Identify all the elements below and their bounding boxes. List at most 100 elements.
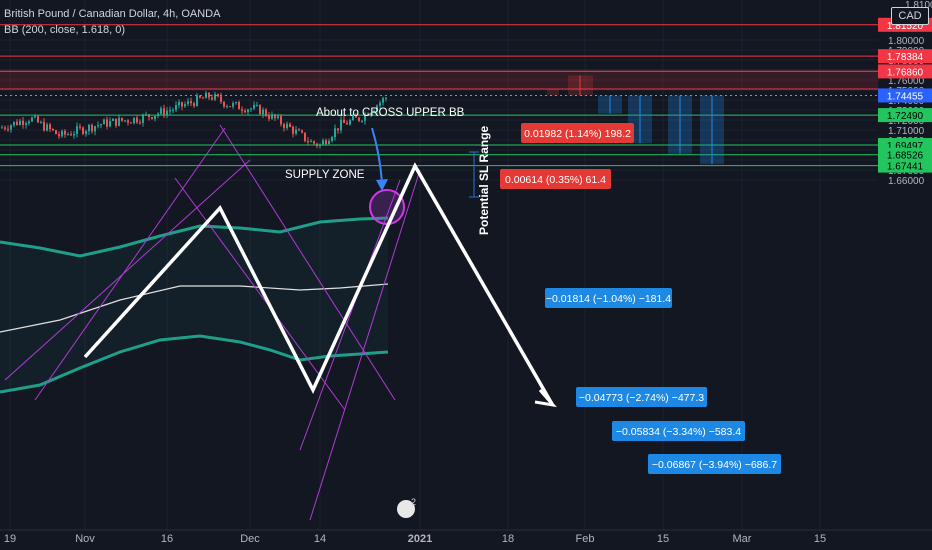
candle-body xyxy=(364,113,366,121)
y-tick-label: 1.76000 xyxy=(888,76,925,87)
candle-body xyxy=(166,110,168,116)
candle-body xyxy=(271,114,273,119)
candle-body xyxy=(304,132,306,142)
candle-body xyxy=(265,109,267,116)
cross-highlight-circle xyxy=(369,189,405,225)
level-price-tag[interactable] xyxy=(878,108,932,123)
level-price-text: 1.76860 xyxy=(887,67,924,78)
candle-body xyxy=(181,101,183,107)
measurement-boxes[interactable]: 0.01982 (1.14%) 198.2 0.00614 (0.35%) 61.… xyxy=(500,75,781,475)
candle-body xyxy=(343,119,345,123)
candle-body xyxy=(214,94,216,100)
candle-body xyxy=(262,109,264,115)
candle-body xyxy=(70,134,72,136)
measure-label-text: 0.00614 (0.35%) 61.4 xyxy=(505,174,606,186)
candle-body xyxy=(268,115,270,119)
indicator-legend[interactable]: BB (200, close, 1.618, 0) xyxy=(4,24,126,36)
x-tick-label: 15 xyxy=(657,533,669,545)
measure-label-box[interactable] xyxy=(545,288,672,308)
y-tick-label: 1.81000 xyxy=(905,0,932,11)
candle-body xyxy=(244,110,246,113)
candle-body xyxy=(133,117,135,123)
candle-body xyxy=(334,128,336,138)
candle-body xyxy=(178,101,180,106)
candle-body xyxy=(259,105,261,115)
candle-body xyxy=(352,115,354,121)
candle-body xyxy=(16,121,18,125)
candle-body xyxy=(25,123,27,125)
measure-label-text: −0.05834 (−3.34%) −583.4 xyxy=(616,426,741,438)
bb-upper xyxy=(0,216,389,258)
measure-label-box[interactable] xyxy=(648,454,781,474)
candle-body xyxy=(142,114,144,123)
candle-body xyxy=(169,110,171,112)
candle-body xyxy=(295,129,297,134)
x-tick-label: Feb xyxy=(576,533,595,545)
candle-body xyxy=(385,97,387,99)
candle-body xyxy=(31,117,33,122)
candle-body xyxy=(61,130,63,137)
candle-body xyxy=(223,101,225,107)
candle-body xyxy=(73,134,75,136)
level-price-text: 1.69497 xyxy=(887,141,924,152)
candle-body xyxy=(310,141,312,143)
candle-body xyxy=(136,117,138,123)
channel-lines xyxy=(4,124,421,521)
measure-label-box[interactable] xyxy=(612,421,745,441)
y-tick-label: 1.80000 xyxy=(888,36,925,47)
x-tick-label: Dec xyxy=(240,533,260,545)
candle-body xyxy=(127,120,129,123)
candle-body xyxy=(22,120,24,125)
candle-body xyxy=(148,114,150,118)
candle-body xyxy=(118,117,120,126)
candle-body xyxy=(247,109,249,113)
measure-label-text: −0.04773 (−2.74%) −477.3 xyxy=(579,392,704,404)
candle-body xyxy=(154,115,156,119)
level-price-tag[interactable] xyxy=(878,147,932,162)
price-axis[interactable]: 1.660001.670001.680001.690001.700001.710… xyxy=(878,0,932,187)
level-price-tag[interactable] xyxy=(878,64,932,79)
candle-body xyxy=(34,116,36,118)
candle-body xyxy=(283,124,285,129)
level-price-tag[interactable] xyxy=(878,158,932,173)
time-axis[interactable]: 19 Nov 16 Dec 14 2021 18 Feb 15 Mar 15 xyxy=(0,529,932,545)
candle-body xyxy=(301,130,303,133)
candle-body xyxy=(208,92,210,98)
candle-body xyxy=(298,129,300,131)
current-price-tag[interactable] xyxy=(878,88,932,103)
candle-body xyxy=(193,103,195,107)
candle-body xyxy=(277,116,279,119)
channel-line xyxy=(4,159,251,381)
candle-body xyxy=(187,101,189,105)
annotation-arrow xyxy=(371,127,383,184)
candle-body xyxy=(151,117,153,119)
x-tick-label: 15 xyxy=(814,533,826,545)
candle-body xyxy=(241,109,243,111)
candle-body xyxy=(28,121,30,124)
level-price-tag[interactable] xyxy=(878,49,932,64)
symbol-title: British Pound / Canadian Dollar, 4h, OAN… xyxy=(4,8,221,20)
measure-label-box[interactable] xyxy=(576,387,707,407)
measure-label-text: 0.01982 (1.14%) 198.2 xyxy=(524,128,631,140)
projection-path xyxy=(83,162,557,408)
candle-body xyxy=(76,126,78,135)
candle-body xyxy=(232,103,234,107)
tradingview-logo-icon xyxy=(397,500,415,518)
candle-body xyxy=(88,124,90,132)
currency-badge[interactable]: CAD xyxy=(891,7,929,25)
candle-body xyxy=(121,117,123,121)
bb-basis xyxy=(0,283,389,333)
candle-body xyxy=(376,105,378,111)
candle-body xyxy=(256,105,258,107)
measure-label-box[interactable] xyxy=(500,169,611,189)
level-price-text: 1.78384 xyxy=(887,52,924,63)
projection-arrowhead xyxy=(534,389,557,408)
candle-body xyxy=(373,110,375,113)
measure-label-box[interactable] xyxy=(521,123,634,143)
measure-label-text: −0.01814 (−1.04%) −181.4 xyxy=(546,293,671,305)
measure-up-2-rect[interactable] xyxy=(547,89,559,96)
level-price-text: 1.67441 xyxy=(887,162,924,173)
candle-body xyxy=(79,126,81,128)
candle-body xyxy=(103,119,105,125)
